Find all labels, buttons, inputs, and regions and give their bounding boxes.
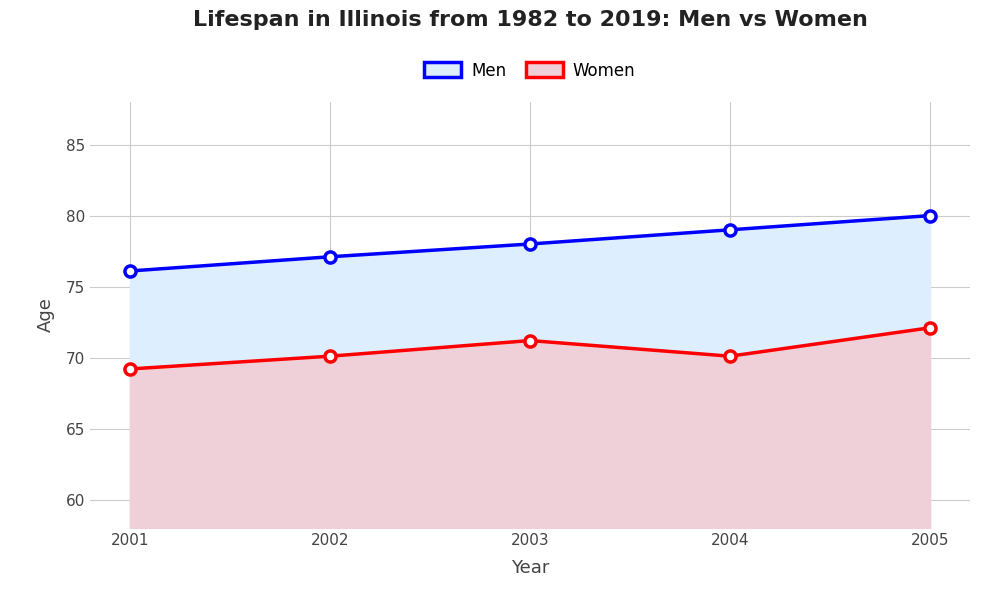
X-axis label: Year: Year xyxy=(511,559,549,577)
Y-axis label: Age: Age xyxy=(37,298,55,332)
Legend: Men, Women: Men, Women xyxy=(418,55,642,86)
Title: Lifespan in Illinois from 1982 to 2019: Men vs Women: Lifespan in Illinois from 1982 to 2019: … xyxy=(193,10,867,29)
